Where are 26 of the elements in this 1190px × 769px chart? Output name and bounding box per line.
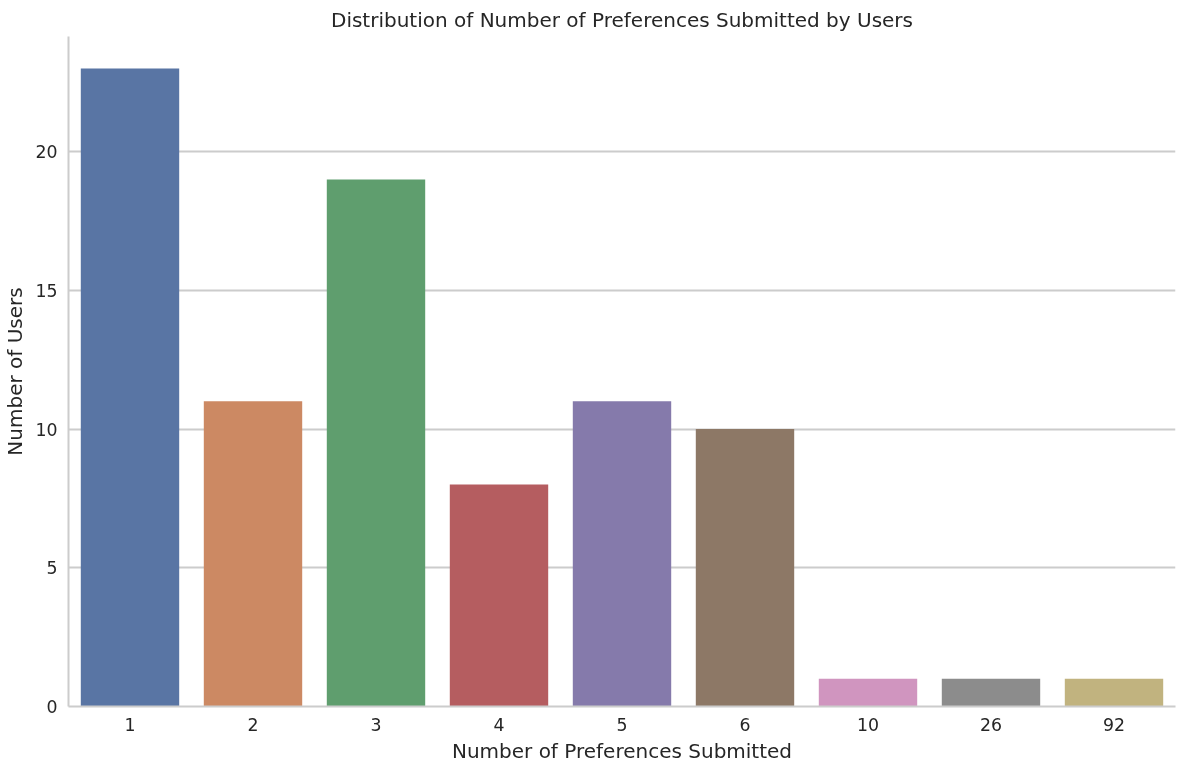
bar	[1064, 678, 1164, 707]
bar	[572, 401, 672, 707]
bar	[941, 678, 1041, 707]
x-axis-title: Number of Preferences Submitted	[451, 738, 793, 763]
x-tick-label: 92	[1102, 714, 1126, 735]
x-tick-label: 5	[616, 714, 628, 735]
x-tick-label: 26	[979, 714, 1003, 735]
bar	[695, 429, 795, 707]
x-tick-label: 4	[493, 714, 505, 735]
bar	[326, 179, 426, 707]
y-tick-label: 10	[35, 419, 58, 440]
y-tick-label: 20	[35, 142, 58, 163]
x-tick-label: 6	[739, 714, 751, 735]
y-axis-title: Number of Users	[3, 287, 28, 456]
x-tick-label: 1	[124, 714, 136, 735]
y-tick-label: 0	[46, 697, 58, 717]
chart-title: Distribution of Number of Preferences Submitted by Users	[330, 7, 914, 32]
x-tick-label: 3	[370, 714, 382, 735]
bar	[80, 68, 180, 707]
bar	[818, 678, 918, 707]
bar	[449, 484, 549, 707]
y-tick-label: 15	[35, 280, 58, 301]
x-tick-label: 2	[247, 714, 259, 735]
x-tick-label: 10	[856, 714, 880, 735]
bar	[203, 401, 303, 707]
y-tick-label: 5	[46, 558, 58, 579]
